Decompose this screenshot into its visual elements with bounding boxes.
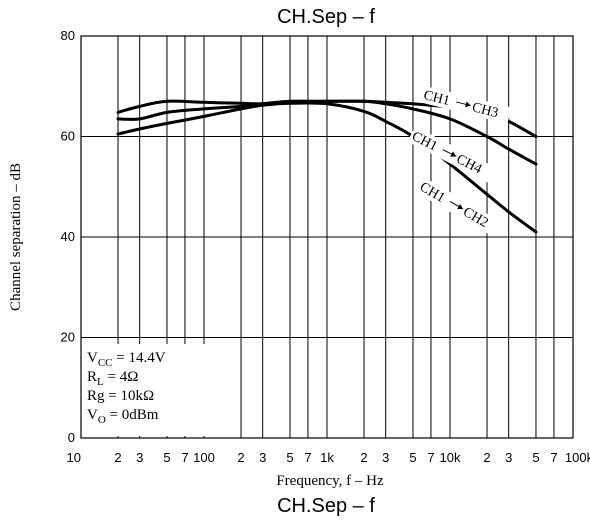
condition-line: Rg = 10kΩ (87, 388, 154, 404)
curve-label-background (407, 126, 496, 183)
series-line-ch2 (116, 101, 538, 234)
condition-value: = 14.4V (113, 350, 166, 366)
y-tick-label: 20 (61, 330, 75, 345)
x-axis-label: Frequency, f – Hz (276, 473, 384, 489)
bottom-title: CH.Sep – f (277, 495, 375, 517)
x-minor-tick-label: 7 (427, 450, 434, 465)
x-minor-tick-label: 2 (483, 450, 490, 465)
x-major-tick-label: 100 (193, 450, 215, 465)
condition-subscript: CC (98, 357, 113, 369)
x-major-tick-label: 10 (67, 450, 81, 465)
series-line-ch4 (116, 99, 538, 166)
arrow-head-icon (457, 203, 463, 210)
condition-subscript: L (97, 376, 104, 388)
chart-title: CH.Sep – f (277, 6, 375, 28)
x-major-tick-label: 100k (565, 450, 590, 465)
condition-line: VCC = 14.4V (87, 350, 166, 369)
condition-line: RL = 4Ω (87, 369, 138, 388)
y-axis-label: Channel separation – dB (8, 163, 24, 311)
arrow-head-icon (450, 151, 457, 157)
y-tick-label: 0 (68, 430, 75, 445)
x-minor-tick-label: 2 (237, 450, 244, 465)
condition-line: VO = 0dBm (87, 407, 159, 426)
x-minor-tick-label: 5 (163, 450, 170, 465)
curve-label-ch3: CH1 CH3 (419, 85, 512, 124)
arrow-head-icon (465, 101, 471, 108)
y-tick-label: 60 (61, 129, 75, 144)
x-minor-tick-label: 2 (360, 450, 367, 465)
y-tick-labels: 0 20 40 60 80 (61, 28, 75, 445)
x-major-tick-label: 1k (320, 450, 334, 465)
x-minor-tick-label: 3 (259, 450, 266, 465)
condition-subscript: O (98, 414, 106, 426)
curve-label-to: CH3 (470, 100, 499, 121)
x-minor-tick-label: 7 (181, 450, 188, 465)
x-minor-tick-label: 3 (136, 450, 143, 465)
y-tick-label: 40 (61, 229, 75, 244)
condition-value: = 10kΩ (105, 388, 155, 404)
condition-value: = 4Ω (104, 369, 139, 385)
plot-frame (80, 35, 574, 439)
x-minor-tick-label: 5 (532, 450, 539, 465)
conditions-box (84, 344, 216, 436)
x-minor-tick-label: 5 (286, 450, 293, 465)
condition-symbol: V (87, 407, 98, 423)
condition-symbol: V (87, 350, 98, 366)
x-minor-tick-label: 7 (550, 450, 557, 465)
curve-label-from: CH1 (422, 88, 451, 109)
x-major-tick-label: 10k (440, 450, 461, 465)
condition-symbol: R (87, 369, 97, 385)
condition-symbol: Rg (87, 388, 105, 404)
x-minor-tick-label: 3 (382, 450, 389, 465)
x-minor-tick-label: 5 (409, 450, 416, 465)
x-minor-tick-label: 3 (505, 450, 512, 465)
condition-value: = 0dBm (106, 407, 159, 423)
x-minor-tick-label: 7 (304, 450, 311, 465)
y-tick-label: 80 (61, 28, 75, 43)
x-minor-tick-label: 2 (114, 450, 121, 465)
